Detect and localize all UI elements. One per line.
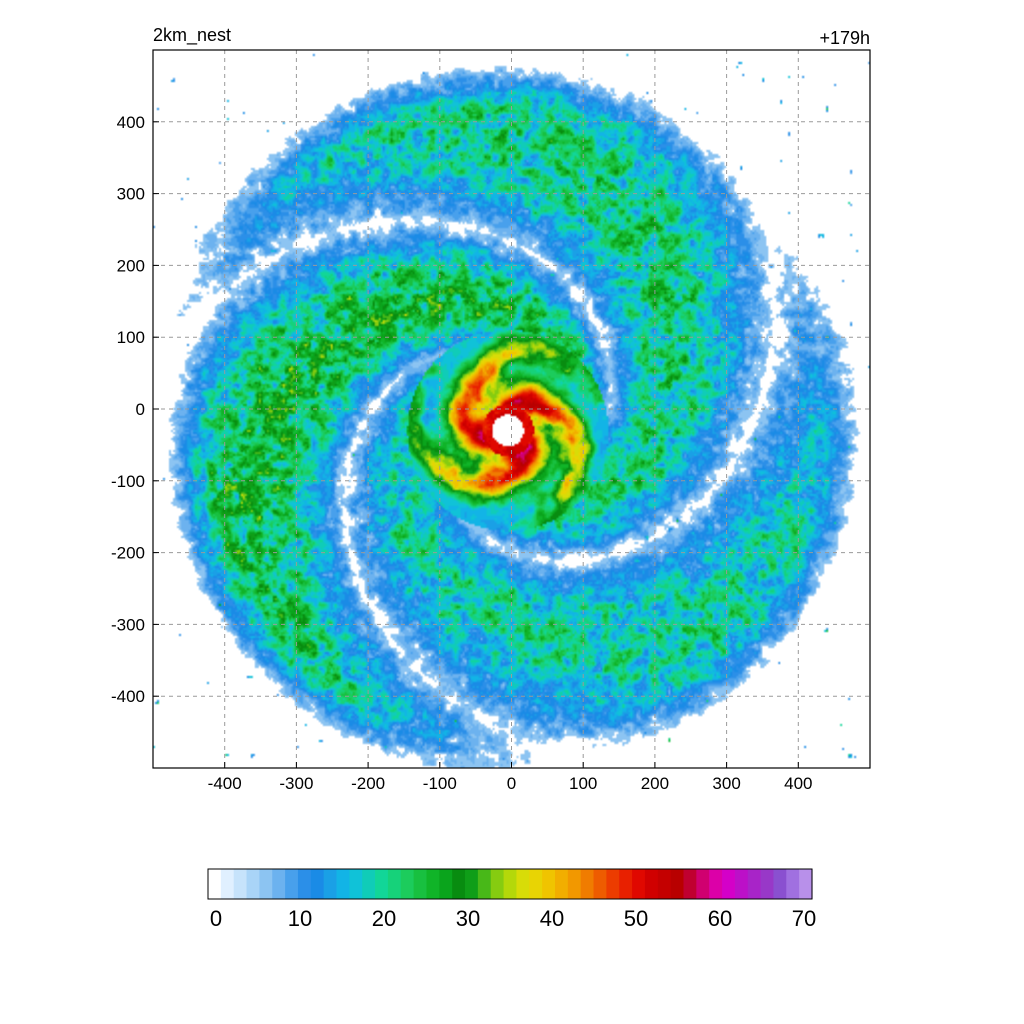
- colorbar-swatch: [285, 869, 299, 899]
- x-tick-label: -200: [351, 774, 385, 793]
- y-tick-label: -100: [111, 472, 145, 491]
- y-tick-label: 300: [117, 185, 145, 204]
- y-tick-label: -400: [111, 687, 145, 706]
- colorbar-swatch: [400, 869, 415, 899]
- colorbar-tick-label: 50: [624, 906, 648, 931]
- colorbar-swatch: [516, 869, 530, 899]
- colorbar-swatch: [567, 869, 582, 899]
- colorbar-swatch: [709, 869, 723, 899]
- colorbar-swatch: [259, 869, 273, 899]
- colorbar-swatch: [632, 869, 646, 899]
- colorbar-swatch: [220, 869, 235, 899]
- colorbar-swatch: [619, 869, 633, 899]
- chart-title-left: 2km_nest: [153, 25, 231, 46]
- colorbar-swatch: [439, 869, 453, 899]
- colorbar-swatch: [413, 869, 428, 899]
- colorbar-swatch: [310, 869, 325, 899]
- x-tick-label: 400: [784, 774, 812, 793]
- y-tick-label: 400: [117, 113, 145, 132]
- colorbar-swatch: [490, 869, 505, 899]
- y-tick-label: 100: [117, 328, 145, 347]
- colorbar-swatch: [799, 869, 813, 899]
- colorbar-swatch: [452, 869, 466, 899]
- colorbar-tick-label: 40: [540, 906, 564, 931]
- x-axis: -400 -300 -200 -100 0 100 200 300 400: [208, 762, 812, 793]
- colorbar-swatch: [349, 869, 363, 899]
- colorbar-swatch: [580, 869, 595, 899]
- y-axis: 400 300 200 100 0 -100 -200 -300 -400: [111, 113, 159, 706]
- colorbar-swatch: [375, 869, 389, 899]
- colorbar-swatch: [657, 869, 672, 899]
- colorbar-tick-label: 0: [210, 906, 222, 931]
- colorbar-swatch: [773, 869, 787, 899]
- colorbar-swatch: [272, 869, 286, 899]
- chart-title-right: +179h: [819, 28, 870, 48]
- colorbar-swatch: [503, 869, 518, 899]
- colorbar-swatch: [477, 869, 492, 899]
- colorbar-tick-label: 30: [456, 906, 480, 931]
- x-tick-label: -400: [208, 774, 242, 793]
- colorbar: 0 10 20 30 40 50 60 70: [207, 868, 816, 931]
- colorbar-swatch: [208, 869, 222, 899]
- colorbar-swatch: [323, 869, 338, 899]
- colorbar-swatch: [554, 869, 569, 899]
- x-tick-label: 300: [712, 774, 740, 793]
- colorbar-swatch: [233, 869, 248, 899]
- colorbar-swatch: [734, 869, 749, 899]
- x-tick-label: 100: [569, 774, 597, 793]
- colorbar-swatch: [593, 869, 607, 899]
- x-tick-label: -100: [423, 774, 457, 793]
- colorbar-tick-label: 60: [708, 906, 732, 931]
- colorbar-swatch: [362, 869, 376, 899]
- colorbar-swatch: [606, 869, 620, 899]
- colorbar-swatch: [747, 869, 762, 899]
- colorbar-swatch: [722, 869, 736, 899]
- colorbar-swatch: [297, 869, 312, 899]
- colorbar-swatch: [786, 869, 800, 899]
- colorbar-swatch: [683, 869, 697, 899]
- colorbar-swatch: [387, 869, 402, 899]
- y-tick-label: 200: [117, 256, 145, 275]
- x-tick-label: -300: [279, 774, 313, 793]
- colorbar-swatch: [542, 869, 556, 899]
- colorbar-swatch: [246, 869, 261, 899]
- colorbar-swatch: [529, 869, 543, 899]
- colorbar-tick-label: 10: [288, 906, 312, 931]
- colorbar-swatch: [426, 869, 440, 899]
- y-tick-label: -300: [111, 615, 145, 634]
- colorbar-swatch: [644, 869, 659, 899]
- colorbar-tick-label: 20: [372, 906, 396, 931]
- colorbar-frame: [207, 868, 813, 900]
- intensity-field: [153, 50, 870, 768]
- colorbar-swatch: [696, 869, 710, 899]
- x-tick-label: 0: [507, 774, 516, 793]
- colorbar-tick-label: 70: [792, 906, 816, 931]
- plot-area: [152, 49, 871, 769]
- y-tick-label: -200: [111, 544, 145, 563]
- colorbar-swatch: [760, 869, 775, 899]
- colorbar-swatch: [670, 869, 685, 899]
- colorbar-swatch: [336, 869, 350, 899]
- colorbar-swatch: [465, 869, 479, 899]
- y-tick-label: 0: [136, 400, 145, 419]
- x-tick-label: 200: [641, 774, 669, 793]
